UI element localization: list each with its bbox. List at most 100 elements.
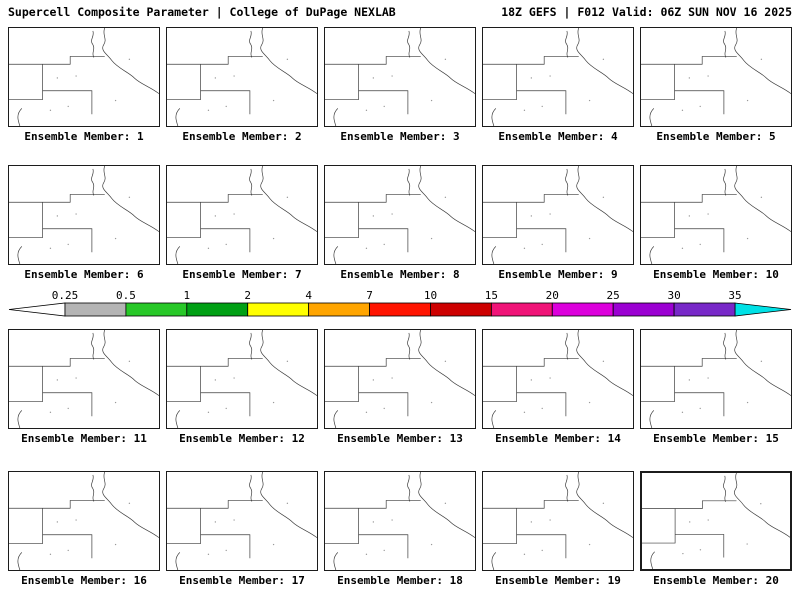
ensemble-member-label: Ensemble Member: 18 bbox=[337, 574, 463, 587]
ensemble-panel-1[interactable]: Ensemble Member: 1 bbox=[8, 27, 160, 143]
map-thumbnail bbox=[482, 329, 634, 429]
base-map bbox=[9, 472, 159, 570]
ensemble-member-label: Ensemble Member: 1 bbox=[24, 130, 144, 143]
colorbar-segment bbox=[308, 302, 370, 317]
colorbar-segment bbox=[430, 302, 492, 317]
ensemble-panel-4[interactable]: Ensemble Member: 4 bbox=[482, 27, 634, 143]
ensemble-member-label: Ensemble Member: 3 bbox=[340, 130, 460, 143]
base-map bbox=[9, 28, 159, 126]
colorbar-tick-label: 25 bbox=[607, 289, 620, 302]
ensemble-member-label: Ensemble Member: 13 bbox=[337, 432, 463, 445]
ensemble-member-label: Ensemble Member: 12 bbox=[179, 432, 305, 445]
colorbar-segment bbox=[673, 302, 736, 317]
ensemble-member-label: Ensemble Member: 10 bbox=[653, 268, 779, 281]
ensemble-panel-19[interactable]: Ensemble Member: 19 bbox=[482, 471, 634, 587]
ensemble-panel-17[interactable]: Ensemble Member: 17 bbox=[166, 471, 318, 587]
ensemble-panel-18[interactable]: Ensemble Member: 18 bbox=[324, 471, 476, 587]
map-thumbnail bbox=[482, 27, 634, 127]
ensemble-member-label: Ensemble Member: 15 bbox=[653, 432, 779, 445]
map-thumbnail bbox=[482, 471, 634, 571]
base-map bbox=[483, 28, 633, 126]
ensemble-member-label: Ensemble Member: 6 bbox=[24, 268, 144, 281]
map-thumbnail bbox=[324, 329, 476, 429]
base-map bbox=[641, 28, 791, 126]
ensemble-row-3: Ensemble Member: 11 Ensemble Member: 12 En… bbox=[8, 329, 792, 445]
ensemble-panel-15[interactable]: Ensemble Member: 15 bbox=[640, 329, 792, 445]
ensemble-member-label: Ensemble Member: 2 bbox=[182, 130, 302, 143]
base-map bbox=[167, 330, 317, 428]
ensemble-panel-5[interactable]: Ensemble Member: 5 bbox=[640, 27, 792, 143]
ensemble-panel-10[interactable]: Ensemble Member: 10 bbox=[640, 165, 792, 281]
colorbar-tick-label: 7 bbox=[366, 289, 373, 302]
map-thumbnail bbox=[166, 471, 318, 571]
ensemble-row-1: Ensemble Member: 1 Ensemble Member: 2 Ense… bbox=[8, 27, 792, 143]
colorbar-tick-label: 1 bbox=[184, 289, 191, 302]
colorbar-segment bbox=[247, 302, 310, 317]
base-map bbox=[642, 473, 790, 569]
ensemble-panel-16[interactable]: Ensemble Member: 16 bbox=[8, 471, 160, 587]
ensemble-panel-3[interactable]: Ensemble Member: 3 bbox=[324, 27, 476, 143]
map-thumbnail bbox=[324, 27, 476, 127]
map-thumbnail bbox=[166, 165, 318, 265]
base-map bbox=[325, 472, 475, 570]
ensemble-panel-8[interactable]: Ensemble Member: 8 bbox=[324, 165, 476, 281]
ensemble-row-4: Ensemble Member: 16 Ensemble Member: 17 En… bbox=[8, 471, 792, 587]
base-map bbox=[9, 166, 159, 264]
ensemble-panel-7[interactable]: Ensemble Member: 7 bbox=[166, 165, 318, 281]
base-map bbox=[325, 166, 475, 264]
base-map bbox=[167, 166, 317, 264]
colorbar-tick-label: 0.25 bbox=[52, 289, 79, 302]
colorbar-tick-label: 20 bbox=[546, 289, 559, 302]
base-map bbox=[9, 330, 159, 428]
base-map bbox=[483, 472, 633, 570]
colorbar-tick-label: 15 bbox=[485, 289, 498, 302]
base-map bbox=[641, 166, 791, 264]
map-thumbnail bbox=[8, 165, 160, 265]
colorbar-tick-label: 10 bbox=[424, 289, 437, 302]
colorbar-tick-label: 4 bbox=[305, 289, 312, 302]
colorbar-segment bbox=[64, 302, 127, 317]
ensemble-member-label: Ensemble Member: 17 bbox=[179, 574, 305, 587]
ensemble-panel-20[interactable]: Ensemble Member: 20 bbox=[640, 471, 792, 587]
map-thumbnail bbox=[324, 471, 476, 571]
ensemble-member-label: Ensemble Member: 20 bbox=[653, 574, 779, 587]
ensemble-panel-9[interactable]: Ensemble Member: 9 bbox=[482, 165, 634, 281]
color-scale: 0.25 0.5 1 2 4 7 10 15 20 25 30 35 bbox=[8, 289, 792, 323]
ensemble-panel-11[interactable]: Ensemble Member: 11 bbox=[8, 329, 160, 445]
base-map bbox=[325, 330, 475, 428]
ensemble-member-label: Ensemble Member: 4 bbox=[498, 130, 618, 143]
ensemble-member-label: Ensemble Member: 14 bbox=[495, 432, 621, 445]
ensemble-member-label: Ensemble Member: 7 bbox=[182, 268, 302, 281]
colorbar-tick-label: 30 bbox=[667, 289, 680, 302]
base-map bbox=[483, 166, 633, 264]
map-thumbnail bbox=[8, 27, 160, 127]
map-thumbnail bbox=[640, 165, 792, 265]
colorbar-right-arrow bbox=[734, 302, 792, 317]
ensemble-row-2: Ensemble Member: 6 Ensemble Member: 7 Ense… bbox=[8, 165, 792, 281]
ensemble-member-label: Ensemble Member: 8 bbox=[340, 268, 460, 281]
colorbar-segment bbox=[125, 302, 188, 317]
base-map bbox=[167, 28, 317, 126]
map-thumbnail bbox=[166, 27, 318, 127]
colorbar-svg: 0.25 0.5 1 2 4 7 10 15 20 25 30 35 bbox=[8, 289, 792, 317]
map-thumbnail bbox=[324, 165, 476, 265]
map-thumbnail bbox=[640, 27, 792, 127]
ensemble-panel-6[interactable]: Ensemble Member: 6 bbox=[8, 165, 160, 281]
ensemble-panel-14[interactable]: Ensemble Member: 14 bbox=[482, 329, 634, 445]
colorbar-left-arrow bbox=[8, 302, 66, 317]
map-thumbnail bbox=[8, 471, 160, 571]
colorbar-segment bbox=[369, 302, 431, 317]
colorbar-segment bbox=[490, 302, 553, 317]
map-thumbnail bbox=[482, 165, 634, 265]
ensemble-member-label: Ensemble Member: 11 bbox=[21, 432, 147, 445]
ensemble-panel-2[interactable]: Ensemble Member: 2 bbox=[166, 27, 318, 143]
map-thumbnail bbox=[166, 329, 318, 429]
colorbar-tick-label: 0.5 bbox=[116, 289, 136, 302]
ensemble-member-label: Ensemble Member: 19 bbox=[495, 574, 621, 587]
ensemble-panel-12[interactable]: Ensemble Member: 12 bbox=[166, 329, 318, 445]
map-thumbnail bbox=[640, 471, 792, 571]
ensemble-panel-13[interactable]: Ensemble Member: 13 bbox=[324, 329, 476, 445]
base-map bbox=[483, 330, 633, 428]
product-title: Supercell Composite Parameter | College … bbox=[8, 5, 396, 19]
base-map bbox=[325, 28, 475, 126]
